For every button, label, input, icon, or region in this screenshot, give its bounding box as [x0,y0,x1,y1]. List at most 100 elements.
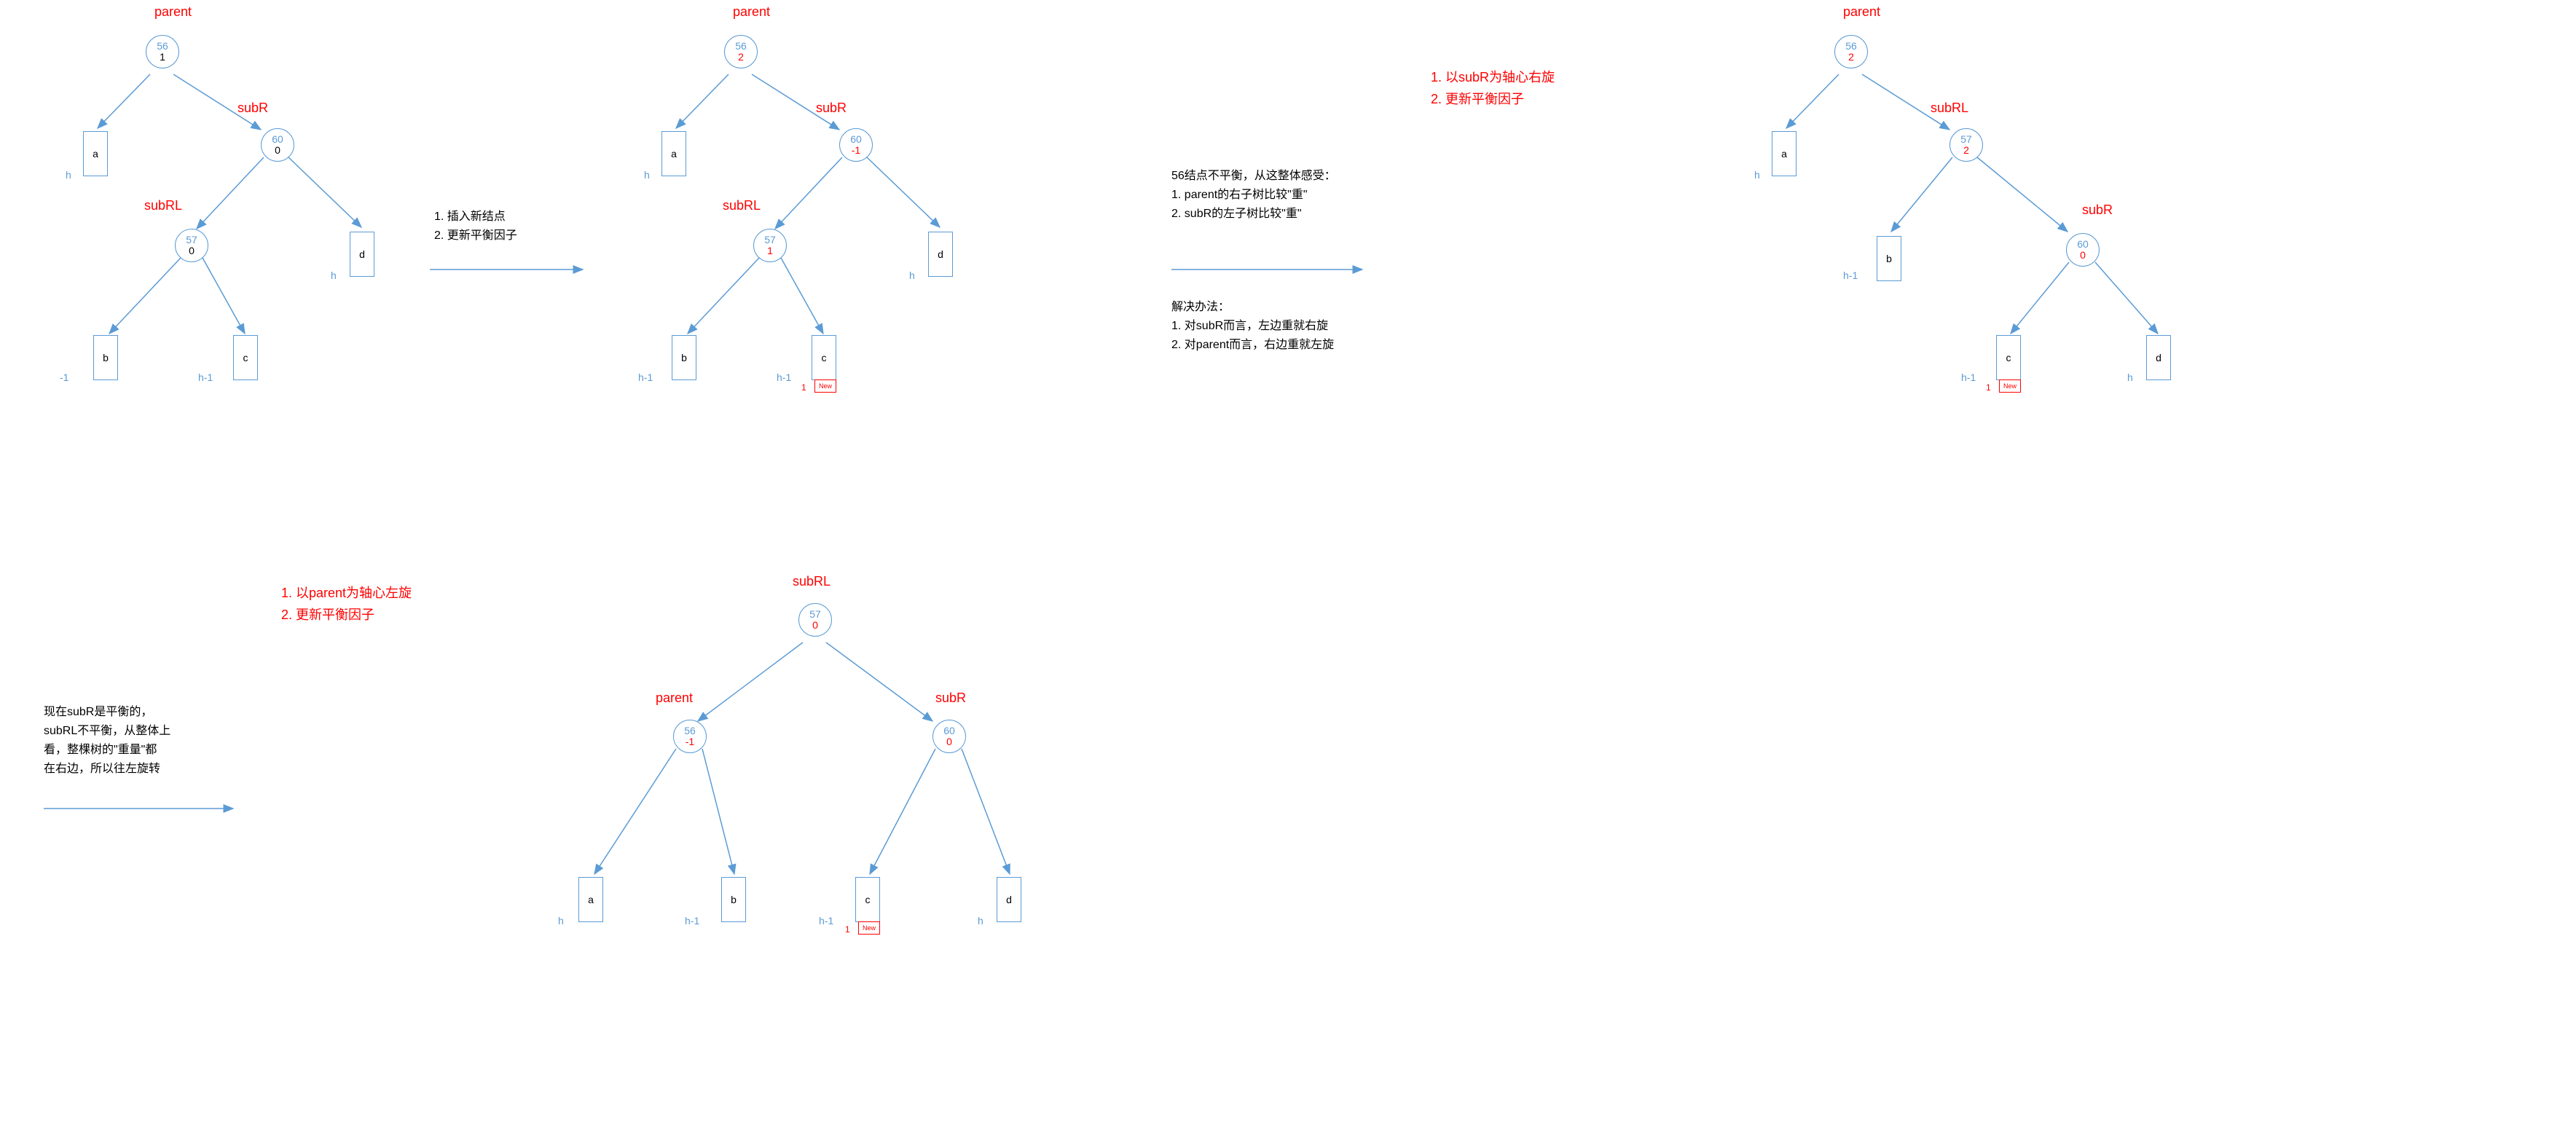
t4-a-h: h [558,915,564,927]
node-value: 56 [1845,41,1857,52]
t2-new-one: 1 [801,382,806,393]
t1-box-b: b [93,335,118,380]
analysis-p4: 解决办法： [1171,299,1230,316]
node-bf: 1 [160,52,165,63]
t2-parent-label: parent [733,4,770,20]
steps12-l1: 1. 插入新结点 [434,208,506,226]
t3-box-b: b [1877,236,1901,281]
t4-box-d: d [997,877,1021,922]
rr-l1: 1. 以subR为轴心右旋 [1431,67,1555,88]
t2-node-56: 56 2 [724,35,758,68]
lr-l2: 2. 更新平衡因子 [281,605,374,626]
node-value: 57 [1960,134,1972,145]
node-bf: 1 [767,245,773,256]
steps12-l2: 2. 更新平衡因子 [434,227,517,245]
t4-b-h: h-1 [685,915,699,927]
t3-subR-label: subR [2082,202,2113,218]
t4-subR-label: subR [935,691,966,706]
t4-node-56: 56 -1 [673,720,707,753]
rr-l2: 2. 更新平衡因子 [1431,89,1524,110]
node-value: 57 [764,235,776,245]
node-bf: -1 [852,145,860,156]
t2-b-h: h-1 [638,371,653,383]
t3-node-57: 57 2 [1949,128,1983,162]
t2-a-h: h [644,169,650,181]
t1-parent-label: parent [154,4,192,20]
t4-box-b: b [721,877,746,922]
t1-c-h: h-1 [198,371,213,383]
t1-d-h: h [331,270,337,281]
c4-l3: 看，整棵树的"重量"都 [44,742,157,759]
t2-subR-label: subR [816,101,847,116]
analysis-p1: 56结点不平衡，从这整体感受： [1171,168,1336,185]
t2-box-d: d [928,232,953,277]
node-value: 57 [186,235,197,245]
t2-d-h: h [909,270,915,281]
node-bf: 0 [275,145,280,156]
t4-c-h: h-1 [819,915,833,927]
node-bf: 2 [738,52,744,63]
analysis-p6: 2. 对parent而言，右边重就左旋 [1171,337,1334,354]
t3-subRL-label: subRL [1931,101,1968,116]
t2-box-c: c [812,335,836,380]
t2-new-box: New [814,379,836,393]
node-bf: 0 [812,620,818,631]
t1-box-c: c [233,335,258,380]
t3-box-c: c [1996,335,2021,380]
lr-l1: 1. 以parent为轴心左旋 [281,583,412,604]
t3-new-box: New [1999,379,2021,393]
t4-node-60: 60 0 [932,720,966,753]
node-value: 57 [809,609,821,620]
t4-new-box: New [858,921,880,935]
t4-parent-label: parent [656,691,693,706]
t3-parent-label: parent [1843,4,1880,20]
t3-b-h: h-1 [1843,270,1858,281]
c4-l2: subRL不平衡，从整体上 [44,723,170,740]
t2-c-h: h-1 [777,371,791,383]
t1-node-56: 56 1 [146,35,179,68]
t1-a-h: h [66,169,71,181]
t4-box-c: c [855,877,880,922]
t1-b-h: -1 [60,371,68,383]
node-bf: 0 [189,245,195,256]
analysis-p5: 1. 对subR而言，左边重就右旋 [1171,318,1328,335]
node-value: 60 [850,134,862,145]
t1-subR-label: subR [237,101,268,116]
t2-node-60: 60 -1 [839,128,873,162]
t2-box-b: b [672,335,696,380]
analysis-p2: 1. parent的右子树比较"重" [1171,186,1308,204]
t3-box-d: d [2146,335,2171,380]
node-value: 60 [943,725,955,736]
t3-box-a: a [1772,131,1796,176]
node-bf: 0 [2080,250,2086,261]
t3-node-56: 56 2 [1834,35,1868,68]
node-value: 60 [2077,239,2089,250]
node-value: 56 [157,41,168,52]
t2-node-57: 57 1 [753,229,787,262]
node-value: 56 [684,725,696,736]
t1-box-d: d [350,232,374,277]
t1-box-a: a [83,131,108,176]
t1-node-57: 57 0 [175,229,208,262]
diagram-canvas: parent 56 1 subR 60 0 subRL 57 0 h a h d… [0,0,2576,1121]
t3-c-h: h-1 [1961,371,1976,383]
c4-l1: 现在subR是平衡的， [44,704,152,721]
t2-subRL-label: subRL [723,198,761,213]
node-bf: 2 [1848,52,1854,63]
node-bf: 0 [946,736,952,747]
t4-box-a: a [578,877,603,922]
t1-subRL-label: subRL [144,198,182,213]
t4-d-h: h [978,915,983,927]
t1-node-60: 60 0 [261,128,294,162]
t4-subRL-label: subRL [793,574,830,589]
node-value: 56 [735,41,747,52]
node-value: 60 [272,134,283,145]
t4-node-57: 57 0 [798,603,832,637]
c4-l4: 在右边，所以往左旋转 [44,760,160,778]
t4-new-one: 1 [845,924,850,935]
t3-a-h: h [1754,169,1760,181]
t3-new-one: 1 [1986,382,1991,393]
analysis-p3: 2. subR的左子树比较"重" [1171,205,1302,223]
node-bf: -1 [686,736,694,747]
node-bf: 2 [1963,145,1969,156]
